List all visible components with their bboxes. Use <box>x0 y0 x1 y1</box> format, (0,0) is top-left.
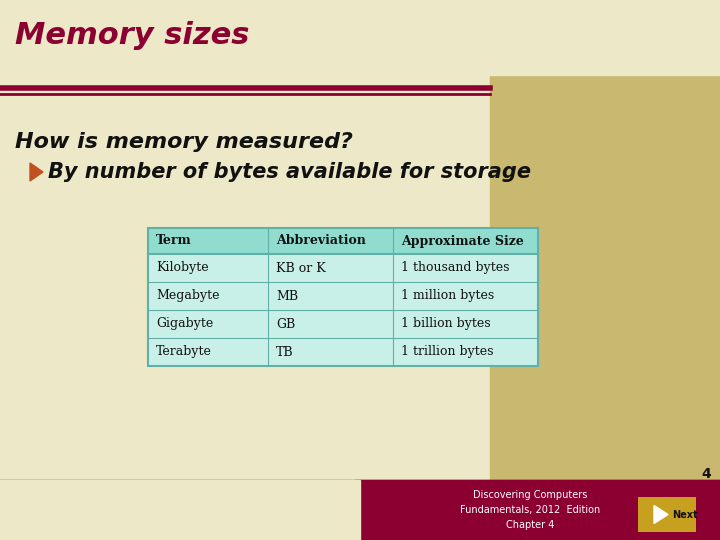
Text: Term: Term <box>156 234 192 247</box>
Text: 1 million bytes: 1 million bytes <box>401 289 494 302</box>
Bar <box>148 228 538 254</box>
Bar <box>0 0 720 75</box>
Bar <box>638 497 696 532</box>
Text: By number of bytes available for storage: By number of bytes available for storage <box>48 162 531 182</box>
Bar <box>355 480 720 540</box>
Bar <box>0 480 360 540</box>
Bar <box>0 480 720 540</box>
Polygon shape <box>30 163 43 181</box>
Text: 4: 4 <box>701 467 711 481</box>
Text: 1 trillion bytes: 1 trillion bytes <box>401 346 493 359</box>
Text: GB: GB <box>276 318 295 330</box>
Text: Approximate Size: Approximate Size <box>401 234 523 247</box>
Text: Discovering Computers
Fundamentals, 2012  Edition
Chapter 4: Discovering Computers Fundamentals, 2012… <box>460 490 600 530</box>
Text: Next: Next <box>672 510 698 519</box>
Polygon shape <box>654 505 668 523</box>
Text: TB: TB <box>276 346 294 359</box>
Bar <box>148 228 538 366</box>
Text: Abbreviation: Abbreviation <box>276 234 366 247</box>
Text: 1 thousand bytes: 1 thousand bytes <box>401 261 510 274</box>
Bar <box>148 228 538 366</box>
Bar <box>490 0 720 540</box>
Text: Gigabyte: Gigabyte <box>156 318 213 330</box>
Text: Kilobyte: Kilobyte <box>156 261 209 274</box>
Text: Megabyte: Megabyte <box>156 289 220 302</box>
Text: How is memory measured?: How is memory measured? <box>15 132 353 152</box>
Text: Terabyte: Terabyte <box>156 346 212 359</box>
Text: 1 billion bytes: 1 billion bytes <box>401 318 490 330</box>
Text: MB: MB <box>276 289 298 302</box>
Text: KB or K: KB or K <box>276 261 325 274</box>
Text: Memory sizes: Memory sizes <box>15 21 249 50</box>
